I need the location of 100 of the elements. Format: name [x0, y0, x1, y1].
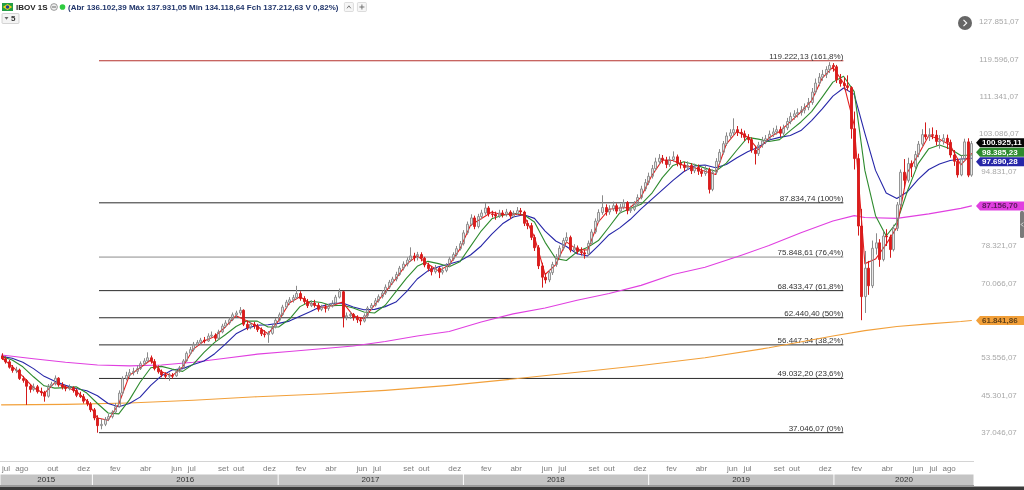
x-tick-label: jun	[540, 464, 553, 473]
candlestick	[331, 299, 334, 309]
candlestick	[477, 213, 480, 229]
candlestick	[736, 125, 739, 137]
candlestick	[878, 238, 881, 268]
y-tick-label: 53.556,07	[981, 353, 1018, 363]
candlestick	[487, 205, 490, 218]
candlestick	[64, 384, 67, 392]
candlestick	[306, 298, 309, 309]
candlestick	[523, 210, 526, 227]
candlestick	[15, 366, 18, 374]
x-tick-label: jun	[911, 464, 924, 473]
candlestick	[903, 158, 906, 189]
candlestick	[377, 293, 380, 304]
x-tick-label: abr	[695, 464, 708, 473]
candlestick	[772, 127, 775, 138]
x-tick-label: ago	[15, 464, 30, 473]
x-tick-label: fev	[851, 464, 863, 473]
candlestick	[310, 299, 313, 308]
data-label: 61.841,86	[982, 315, 1019, 325]
candlestick	[938, 134, 941, 150]
candlestick	[391, 276, 394, 285]
candlestick	[509, 209, 512, 220]
candlestick	[288, 296, 291, 306]
x-tick-label: dez	[77, 464, 91, 473]
x-tick-label: set	[588, 464, 600, 473]
x-tick-label: set	[217, 464, 230, 473]
candlestick	[79, 391, 82, 399]
candlestick	[768, 130, 771, 142]
candlestick	[505, 208, 508, 218]
candlestick	[800, 105, 803, 117]
candlestick	[303, 295, 306, 305]
candlestick	[413, 252, 416, 262]
candlestick	[608, 204, 611, 216]
candlestick	[398, 265, 401, 277]
ref-line-label: 37.046,07 (0%)	[788, 423, 844, 433]
y-tick-label: 70.066,07	[981, 278, 1018, 288]
candlestick	[299, 290, 302, 302]
candlestick	[494, 211, 497, 221]
x2-tick-label: 2019	[732, 475, 751, 485]
y-tick-label: 127.851,07	[978, 17, 1020, 27]
candlestick	[843, 76, 846, 90]
x-tick-label: jun	[170, 464, 182, 473]
candlestick	[199, 337, 202, 346]
candlestick	[779, 125, 782, 138]
candlestick	[359, 316, 362, 326]
candlestick	[356, 314, 359, 324]
candlestick	[473, 215, 476, 230]
candlestick	[825, 65, 828, 79]
x-tick-label: abr	[139, 464, 152, 473]
candlestick	[25, 378, 28, 406]
candlestick	[683, 161, 686, 172]
x2-tick-label: 2018	[546, 475, 566, 485]
candlestick	[366, 305, 369, 318]
x2-tick-label: 2016	[176, 475, 195, 485]
candlestick	[239, 306, 242, 316]
line-series	[0, 205, 973, 367]
x-tick-label: fev	[480, 464, 492, 473]
candlestick	[665, 156, 668, 169]
candlestick	[423, 256, 426, 268]
candlestick	[164, 371, 167, 380]
x-tick-label: out	[603, 464, 616, 473]
candlestick	[672, 150, 675, 163]
candlestick	[68, 383, 71, 391]
x-tick-label: abr	[510, 464, 523, 473]
candlestick	[484, 202, 487, 216]
candlestick	[235, 310, 238, 318]
candlestick	[263, 329, 266, 338]
candlestick	[210, 331, 213, 339]
candlestick	[295, 285, 298, 300]
x-tick-label: jul	[557, 464, 567, 473]
candlestick	[203, 336, 206, 344]
candlestick	[970, 140, 973, 178]
candlestick	[36, 384, 39, 395]
candlestick	[249, 321, 252, 330]
candlestick	[57, 376, 60, 388]
x-tick-label: abr	[881, 464, 894, 473]
y-tick-label: 45.301,07	[981, 390, 1018, 400]
candlestick	[61, 381, 64, 390]
candlestick	[153, 358, 156, 371]
y-tick-label: 111.341,07	[979, 91, 1019, 101]
candlestick	[679, 159, 682, 170]
candlestick	[793, 109, 796, 121]
candlestick	[139, 360, 142, 371]
candlestick	[686, 160, 689, 171]
y-tick-label: 94.831,07	[981, 166, 1018, 176]
candlestick	[864, 250, 867, 314]
x-tick-label: jul	[742, 464, 752, 473]
candlestick	[942, 133, 945, 146]
x-tick-label: out	[232, 464, 245, 473]
x-tick-label: fev	[666, 464, 677, 473]
candlestick	[11, 364, 14, 374]
ref-line-label: 56.447,34 (38,2%)	[777, 335, 844, 345]
chart-title: IBOV 1S	[16, 3, 49, 13]
candlestick	[612, 201, 615, 212]
candlestick	[196, 339, 199, 347]
x2-tick-label: 2015	[37, 475, 56, 485]
candlestick	[441, 266, 444, 275]
ref-line-label: 87.834,74 (100%)	[779, 193, 844, 203]
candlestick	[349, 311, 352, 320]
